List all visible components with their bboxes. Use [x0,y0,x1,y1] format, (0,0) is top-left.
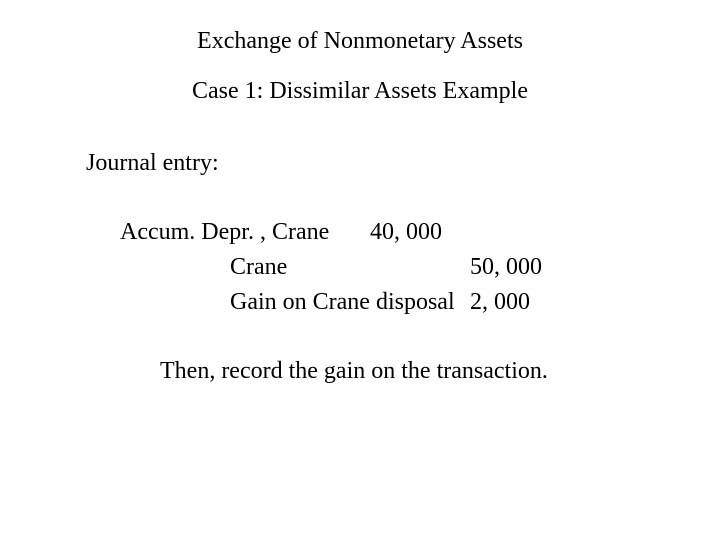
page-title: Exchange of Nonmonetary Assets [0,28,720,55]
section-label: Journal entry: [86,150,219,177]
journal-entry-credit-row: Gain on Crane disposal 2, 000 [120,285,590,320]
credit-amount: 2, 000 [470,285,590,320]
journal-entry-debit-row: Accum. Depr. , Crane 40, 000 [120,215,590,250]
credit-amount: 50, 000 [470,250,590,285]
journal-entry-credit-row: Crane 50, 000 [120,250,590,285]
credit-account: Crane [120,250,470,285]
closing-note: Then, record the gain on the transaction… [160,358,548,385]
debit-account: Accum. Depr. , Crane [120,215,370,250]
page-subtitle: Case 1: Dissimilar Assets Example [0,78,720,105]
debit-amount: 40, 000 [370,215,470,250]
journal-entry: Accum. Depr. , Crane 40, 000 Crane 50, 0… [120,215,590,319]
slide: Exchange of Nonmonetary Assets Case 1: D… [0,0,720,540]
credit-account: Gain on Crane disposal [120,285,470,320]
